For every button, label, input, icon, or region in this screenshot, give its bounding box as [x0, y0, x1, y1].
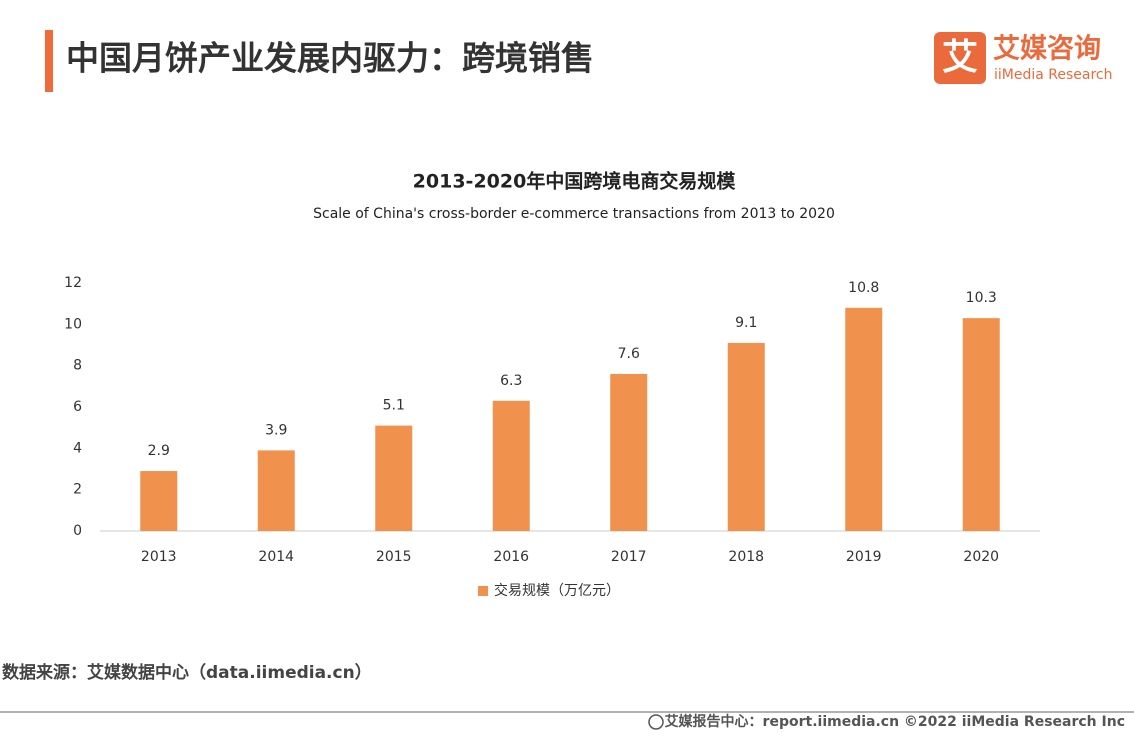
bar: [962, 318, 1000, 531]
value-label: 5.1: [383, 398, 405, 414]
y-tick-label: 6: [73, 399, 82, 415]
bar: [610, 373, 648, 531]
x-tick-label: 2013: [141, 549, 177, 565]
bar: [845, 307, 883, 531]
source: 数据来源：艾媒数据中心（data.iimedia.cn）: [2, 662, 372, 683]
bar: [727, 342, 765, 531]
logo-icon: [934, 32, 986, 84]
footer-globe: [648, 714, 664, 730]
legend-label: 交易规模（万亿元）: [494, 582, 620, 599]
value-label: 10.3: [966, 290, 997, 306]
value-label: 9.1: [735, 315, 757, 331]
x-tick-label: 2018: [728, 549, 764, 565]
value-label: 2.9: [148, 443, 170, 459]
bar: [140, 471, 178, 531]
x-tick-label: 2016: [493, 549, 529, 565]
x-tick-label: 2019: [846, 549, 882, 565]
legend-swatch: [478, 586, 488, 596]
value-label: 7.6: [618, 346, 640, 362]
logo-icon-text: 艾: [942, 37, 978, 78]
value-label: 3.9: [265, 422, 287, 438]
chart-subtitle: Scale of China's cross-border e-commerce…: [313, 206, 835, 222]
x-tick-label: 2014: [258, 549, 294, 565]
y-tick-label: 8: [73, 358, 82, 374]
bar: [375, 425, 413, 531]
bar: [492, 400, 530, 531]
y-tick-label: 2: [73, 482, 82, 498]
page-title: 中国月饼产业发展内驱力：跨境销售: [66, 39, 594, 78]
bar: [257, 450, 295, 531]
title-accent: [45, 30, 53, 92]
value-label: 10.8: [848, 280, 879, 296]
x-tick-label: 2020: [963, 549, 999, 565]
footer: 艾媒报告中心：report.iimedia.cn ©2022 iiMedia R…: [665, 713, 1125, 730]
y-tick-label: 12: [64, 275, 82, 291]
logo-en: iiMedia Research: [994, 67, 1113, 83]
y-tick-label: 4: [73, 440, 82, 456]
y-tick-label: 10: [64, 316, 82, 332]
chart-title: 2013-2020年中国跨境电商交易规模: [413, 170, 737, 193]
x-tick-label: 2017: [611, 549, 647, 565]
y-tick-label: 0: [73, 523, 82, 539]
logo-cn: 艾媒咨询: [993, 33, 1101, 65]
x-tick-label: 2015: [376, 549, 412, 565]
value-label: 6.3: [500, 373, 522, 389]
